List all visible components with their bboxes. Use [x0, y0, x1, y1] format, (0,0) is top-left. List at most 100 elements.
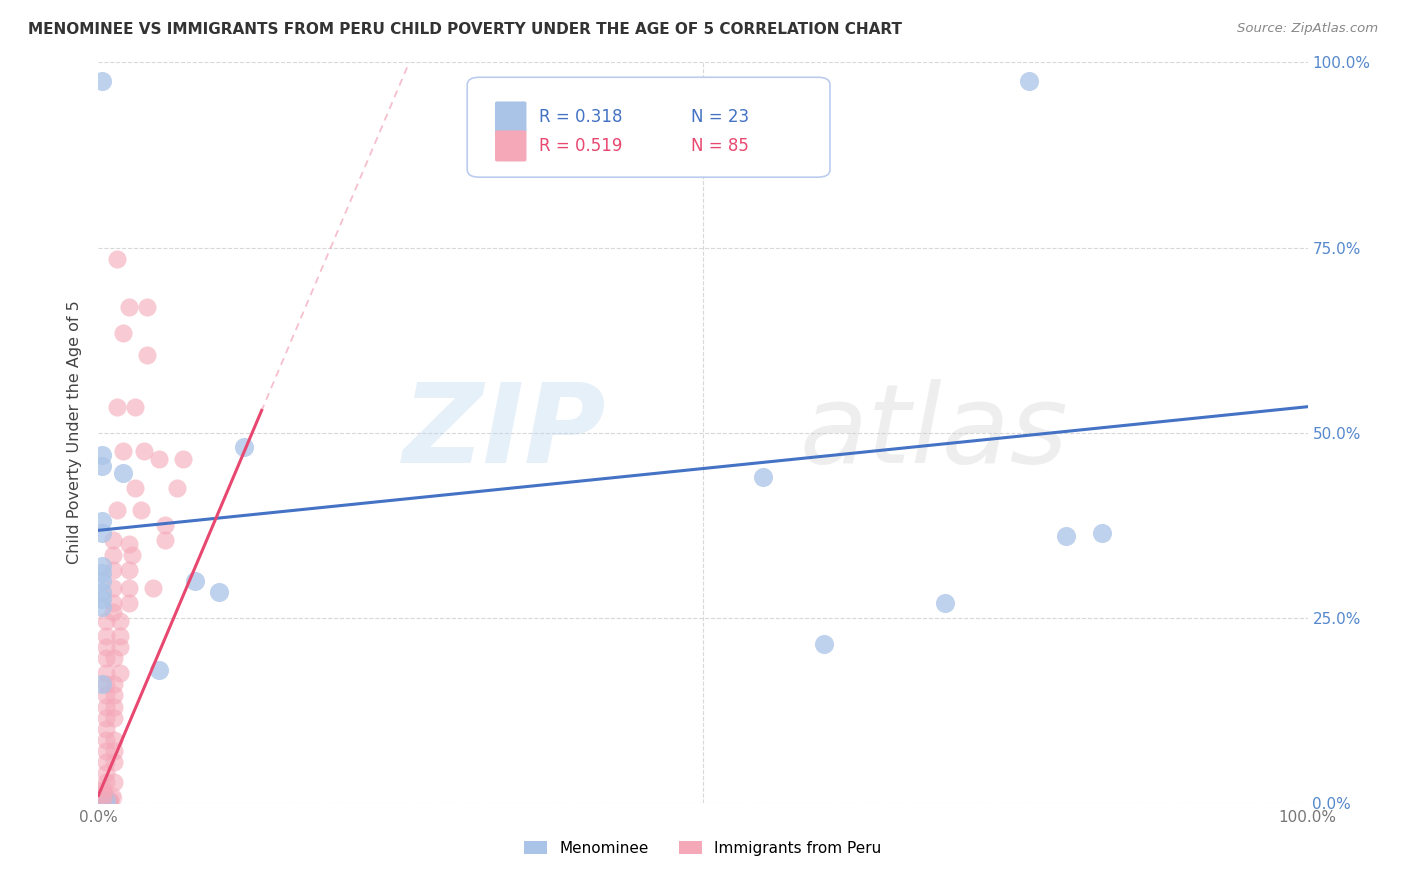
Point: [813, 637, 835, 651]
Point: [232, 441, 254, 455]
Point: [89, 796, 111, 810]
Text: MENOMINEE VS IMMIGRANTS FROM PERU CHILD POVERTY UNDER THE AGE OF 5 CORRELATION C: MENOMINEE VS IMMIGRANTS FROM PERU CHILD …: [28, 22, 903, 37]
Point: [94, 790, 117, 805]
Point: [87, 795, 110, 809]
Point: [111, 467, 134, 481]
Point: [91, 566, 114, 581]
Point: [91, 790, 114, 805]
Point: [118, 596, 141, 610]
Point: [91, 558, 114, 573]
Point: [97, 796, 120, 810]
Point: [101, 789, 124, 803]
Point: [96, 789, 118, 804]
Point: [103, 651, 125, 665]
Point: [93, 793, 115, 807]
Point: [103, 775, 125, 789]
Point: [142, 581, 165, 595]
Text: R = 0.318: R = 0.318: [538, 108, 621, 126]
Point: [90, 793, 112, 807]
Point: [101, 581, 124, 595]
Point: [94, 744, 117, 758]
Point: [94, 732, 117, 747]
Point: [91, 515, 114, 529]
Point: [135, 348, 157, 362]
Point: [89, 795, 111, 809]
Point: [94, 615, 117, 629]
Point: [118, 300, 141, 314]
Point: [90, 795, 112, 809]
Point: [89, 793, 111, 807]
Point: [94, 711, 117, 725]
Point: [93, 795, 115, 809]
Point: [103, 744, 125, 758]
Point: [100, 793, 122, 807]
Point: [101, 533, 124, 547]
Point: [90, 794, 112, 808]
Point: [1091, 525, 1114, 540]
Point: [91, 791, 114, 805]
Point: [96, 793, 118, 807]
Point: [97, 795, 120, 809]
Point: [124, 400, 146, 414]
Point: [89, 788, 111, 802]
Point: [103, 677, 125, 691]
Legend: Menominee, Immigrants from Peru: Menominee, Immigrants from Peru: [519, 835, 887, 862]
Point: [90, 787, 112, 801]
Point: [103, 699, 125, 714]
Point: [89, 791, 111, 805]
Point: [103, 791, 125, 805]
Point: [98, 795, 121, 809]
Text: N = 23: N = 23: [690, 108, 749, 126]
Point: [91, 795, 114, 809]
Point: [94, 790, 117, 805]
Point: [90, 792, 112, 806]
Point: [94, 792, 117, 806]
Point: [94, 775, 117, 789]
Point: [93, 791, 115, 805]
Point: [91, 458, 114, 473]
Point: [94, 791, 117, 805]
Point: [94, 651, 117, 665]
Point: [101, 605, 124, 619]
Point: [153, 533, 176, 547]
Point: [91, 592, 114, 607]
Text: atlas: atlas: [800, 379, 1069, 486]
Point: [93, 789, 115, 804]
Point: [89, 794, 111, 808]
Point: [108, 640, 131, 655]
Text: ZIP: ZIP: [402, 379, 606, 486]
Point: [96, 794, 118, 808]
Point: [94, 755, 117, 769]
Point: [103, 732, 125, 747]
Point: [90, 796, 112, 810]
Point: [108, 615, 131, 629]
Point: [752, 470, 775, 484]
Point: [89, 795, 111, 809]
Point: [103, 755, 125, 769]
Point: [91, 74, 114, 88]
Point: [105, 503, 128, 517]
Point: [93, 795, 115, 809]
Point: [87, 793, 110, 807]
Point: [108, 666, 131, 681]
Point: [148, 663, 170, 677]
Point: [101, 548, 124, 562]
Point: [96, 791, 118, 805]
Point: [134, 444, 156, 458]
Point: [184, 574, 207, 588]
Point: [135, 300, 157, 314]
FancyBboxPatch shape: [467, 78, 830, 178]
Point: [87, 793, 110, 807]
Point: [105, 400, 128, 414]
Point: [111, 326, 134, 340]
Point: [1054, 529, 1077, 543]
Point: [94, 794, 117, 808]
Point: [153, 518, 176, 533]
Point: [91, 792, 114, 806]
Point: [93, 796, 115, 810]
Point: [118, 581, 141, 595]
Point: [91, 584, 114, 599]
Point: [94, 689, 117, 703]
Point: [208, 584, 231, 599]
Point: [103, 711, 125, 725]
